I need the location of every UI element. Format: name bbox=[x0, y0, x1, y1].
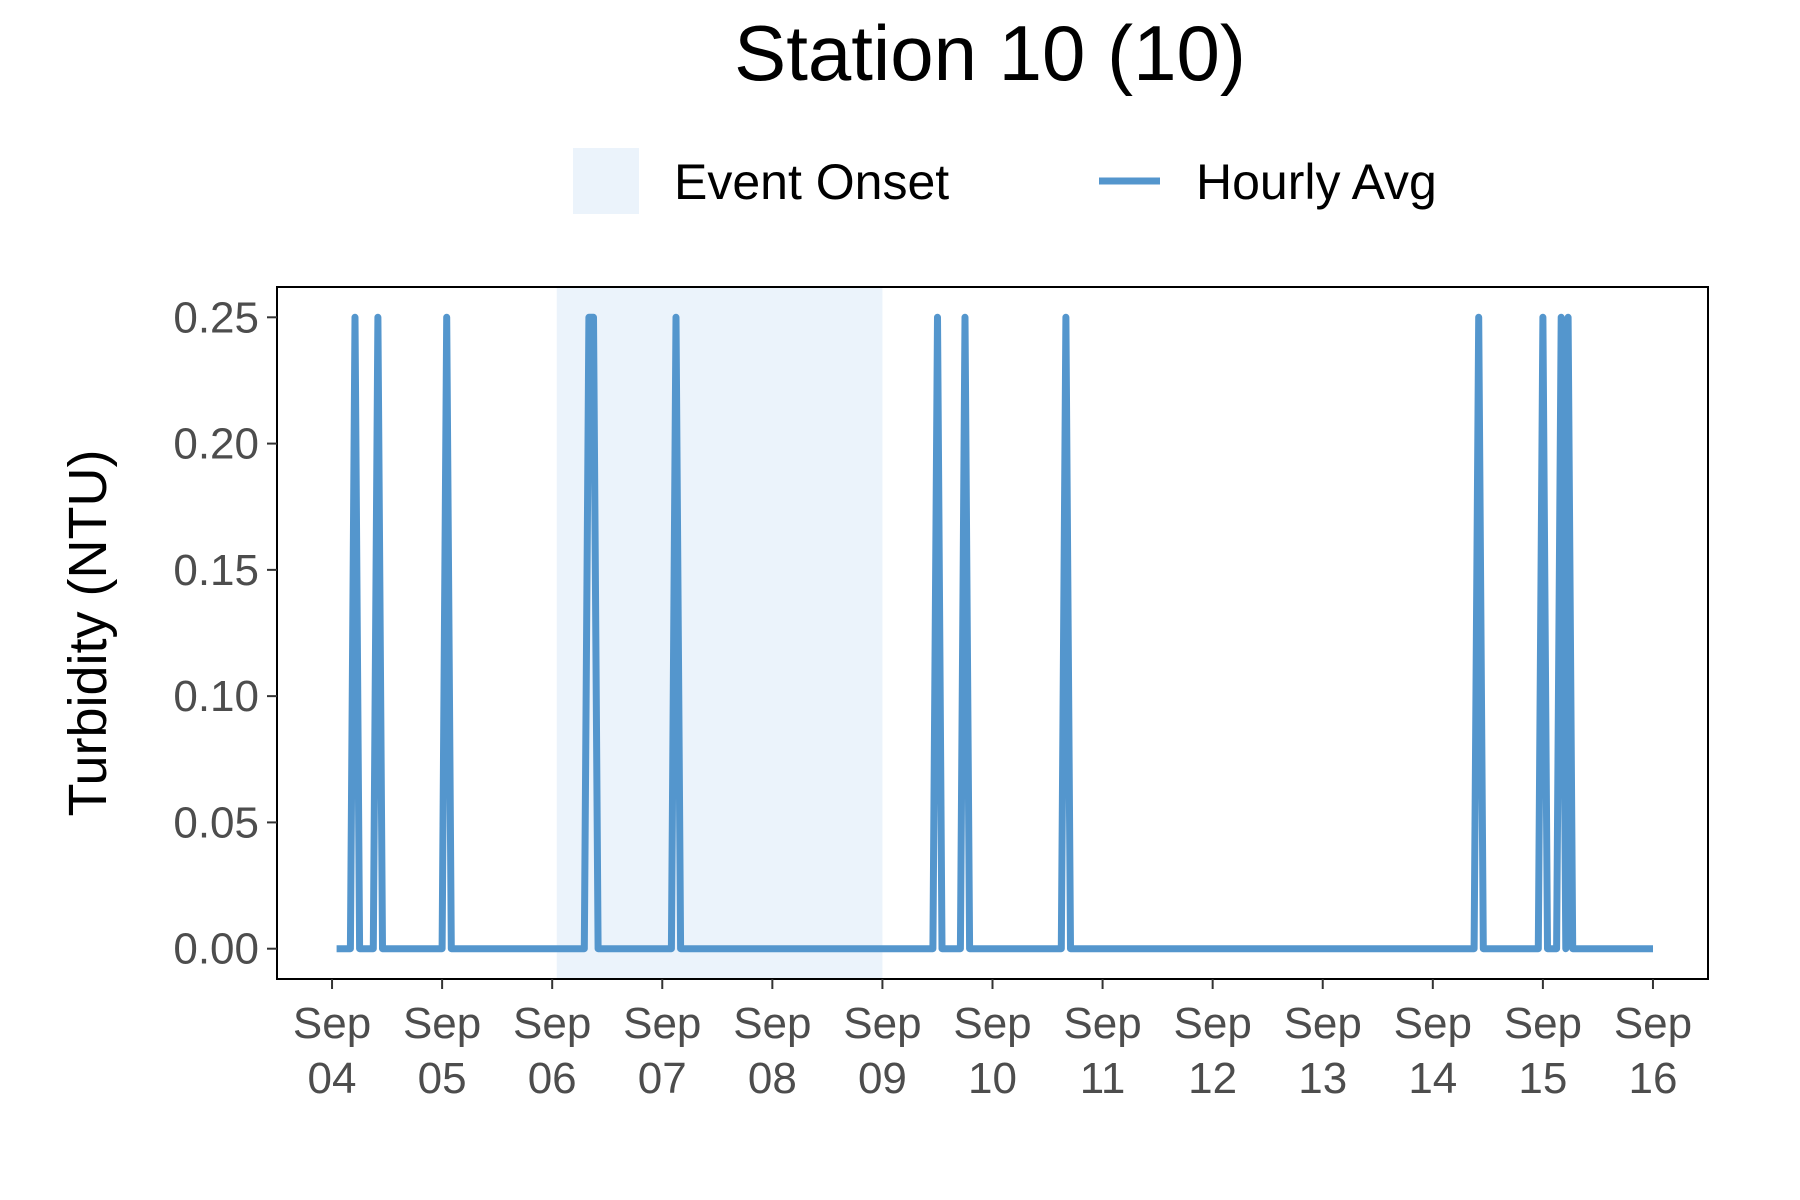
event-band-layer bbox=[556, 287, 883, 979]
series-layer bbox=[336, 313, 1653, 953]
plot-panel-border bbox=[276, 286, 1709, 980]
y-tick-label: 0.20 bbox=[173, 420, 259, 469]
legend-label-event-onset: Event Onset bbox=[674, 154, 949, 210]
x-tick-label: Sep 06 bbox=[513, 999, 591, 1103]
y-axis-label: Turbidity (NTU) bbox=[58, 449, 118, 816]
x-tick-label: Sep 11 bbox=[1063, 999, 1141, 1103]
legend-label-hourly-avg: Hourly Avg bbox=[1196, 154, 1437, 210]
x-tick-label: Sep 07 bbox=[623, 999, 701, 1103]
y-tick-label: 0.05 bbox=[173, 798, 259, 847]
x-tick-label: Sep 13 bbox=[1284, 999, 1362, 1103]
x-tick-label: Sep 14 bbox=[1394, 999, 1472, 1103]
x-tick-label: Sep 09 bbox=[843, 999, 921, 1103]
y-tick-label: 0.25 bbox=[173, 293, 259, 342]
legend-key-event-onset bbox=[573, 148, 639, 214]
y-tick-label: 0.10 bbox=[173, 672, 259, 721]
x-tick-label: Sep 16 bbox=[1614, 999, 1692, 1103]
y-tick-label: 0.00 bbox=[173, 925, 259, 974]
x-tick-label: Sep 05 bbox=[403, 999, 481, 1103]
chart-title: Station 10 (10) bbox=[734, 9, 1246, 97]
series-line-hourly-avg bbox=[336, 313, 1653, 953]
y-tick-label: 0.15 bbox=[173, 546, 259, 595]
x-tick-label: Sep 10 bbox=[953, 999, 1031, 1103]
chart-legend: Event Onset Hourly Avg bbox=[573, 148, 1437, 214]
x-tick-label: Sep 12 bbox=[1174, 999, 1252, 1103]
x-tick-label: Sep 15 bbox=[1504, 999, 1582, 1103]
x-tick-label: Sep 04 bbox=[293, 999, 371, 1103]
event-onset-band bbox=[556, 287, 883, 979]
y-axis: 0.00 0.05 0.10 0.15 0.20 0.25 bbox=[173, 293, 277, 974]
x-axis: Sep 04 Sep 05 Sep 06 Sep 07 Sep 08 Sep 09 Sep 10 Sep 11… bbox=[293, 979, 1692, 1103]
x-tick-label: Sep 08 bbox=[733, 999, 811, 1103]
